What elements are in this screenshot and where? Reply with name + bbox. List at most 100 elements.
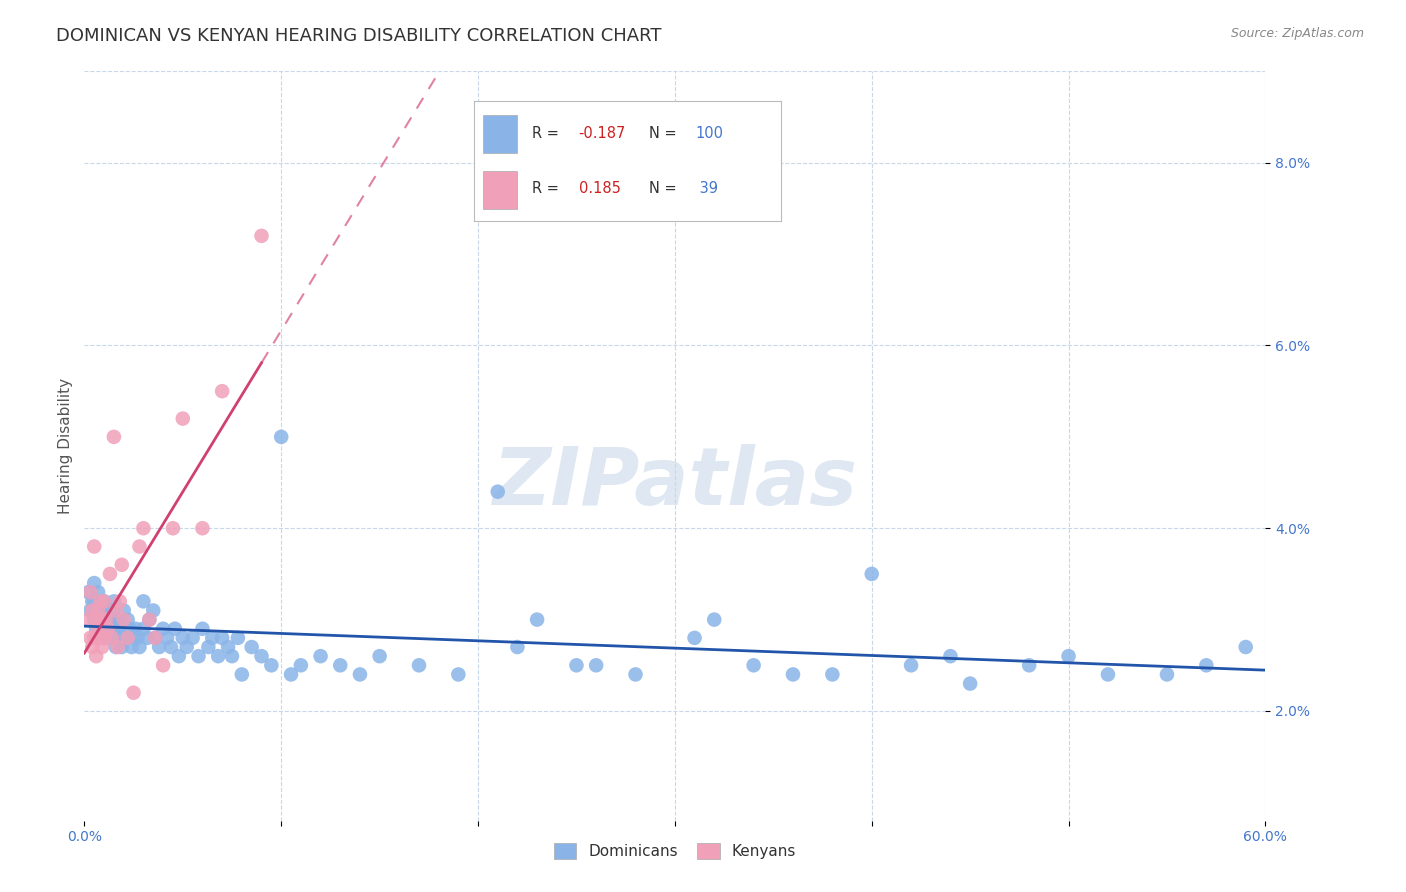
- Point: [290, 658, 312, 673]
- Point: [87, 603, 110, 617]
- Point: [83, 594, 105, 608]
- Point: [506, 640, 529, 654]
- Point: [83, 613, 105, 627]
- Point: [231, 667, 253, 681]
- Point: [122, 686, 145, 700]
- Point: [91, 613, 114, 627]
- Point: [128, 540, 150, 554]
- Point: [107, 640, 129, 654]
- Point: [89, 594, 111, 608]
- Point: [742, 658, 765, 673]
- Point: [114, 631, 136, 645]
- Point: [97, 622, 120, 636]
- Point: [1097, 667, 1119, 681]
- Point: [143, 631, 166, 645]
- Point: [103, 594, 125, 608]
- Point: [91, 622, 114, 636]
- Point: [211, 384, 233, 399]
- Point: [98, 566, 121, 581]
- Point: [108, 594, 131, 608]
- Point: [240, 640, 263, 654]
- Point: [152, 658, 174, 673]
- Point: [108, 631, 131, 645]
- Point: [280, 667, 302, 681]
- Point: [309, 649, 332, 664]
- Point: [84, 622, 107, 636]
- Point: [221, 649, 243, 664]
- Point: [89, 603, 111, 617]
- Point: [217, 640, 239, 654]
- Point: [260, 658, 283, 673]
- Point: [167, 649, 190, 664]
- Point: [172, 411, 194, 425]
- Point: [127, 631, 149, 645]
- Point: [152, 622, 174, 636]
- Point: [132, 594, 155, 608]
- Point: [201, 631, 224, 645]
- Point: [162, 521, 184, 535]
- Point: [117, 613, 139, 627]
- Point: [683, 631, 706, 645]
- Point: [101, 631, 124, 645]
- Point: [349, 667, 371, 681]
- Point: [103, 430, 125, 444]
- Point: [142, 603, 165, 617]
- Point: [83, 540, 105, 554]
- Point: [163, 622, 186, 636]
- Point: [211, 631, 233, 645]
- Point: [84, 649, 107, 664]
- Point: [250, 649, 273, 664]
- Point: [82, 594, 104, 608]
- Point: [98, 603, 121, 617]
- Point: [82, 603, 104, 617]
- Point: [108, 622, 131, 636]
- Point: [1195, 658, 1218, 673]
- Text: Source: ZipAtlas.com: Source: ZipAtlas.com: [1230, 27, 1364, 40]
- Point: [93, 594, 115, 608]
- Text: ZIPatlas: ZIPatlas: [492, 444, 858, 523]
- Point: [447, 667, 470, 681]
- Point: [172, 631, 194, 645]
- Point: [94, 613, 117, 627]
- Point: [93, 613, 115, 627]
- Point: [939, 649, 962, 664]
- Point: [111, 558, 134, 572]
- Point: [79, 603, 101, 617]
- Point: [1156, 667, 1178, 681]
- Point: [197, 640, 219, 654]
- Point: [160, 640, 183, 654]
- Point: [87, 585, 110, 599]
- Point: [565, 658, 588, 673]
- Point: [181, 631, 204, 645]
- Point: [1234, 640, 1257, 654]
- Point: [191, 622, 214, 636]
- Point: [97, 613, 120, 627]
- Point: [860, 566, 883, 581]
- Point: [138, 613, 160, 627]
- Point: [900, 658, 922, 673]
- Point: [89, 631, 111, 645]
- Point: [77, 585, 100, 599]
- Point: [104, 622, 127, 636]
- Point: [136, 631, 159, 645]
- Point: [368, 649, 391, 664]
- Y-axis label: Hearing Disability: Hearing Disability: [58, 378, 73, 514]
- Point: [187, 649, 209, 664]
- Point: [270, 430, 292, 444]
- Point: [226, 631, 249, 645]
- Text: DOMINICAN VS KENYAN HEARING DISABILITY CORRELATION CHART: DOMINICAN VS KENYAN HEARING DISABILITY C…: [56, 27, 662, 45]
- Legend: Dominicans, Kenyans: Dominicans, Kenyans: [547, 838, 803, 865]
- Point: [101, 631, 124, 645]
- Point: [112, 603, 135, 617]
- Point: [191, 521, 214, 535]
- Point: [77, 613, 100, 627]
- Point: [91, 613, 114, 627]
- Point: [117, 631, 139, 645]
- Point: [121, 640, 143, 654]
- Point: [93, 594, 115, 608]
- Point: [959, 676, 981, 690]
- Point: [486, 484, 509, 499]
- Point: [176, 640, 198, 654]
- Point: [89, 631, 111, 645]
- Point: [98, 622, 121, 636]
